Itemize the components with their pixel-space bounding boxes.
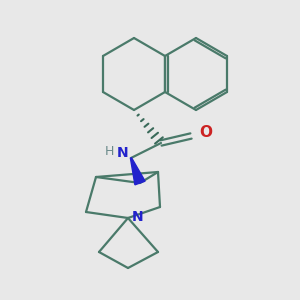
Text: O: O	[199, 125, 212, 140]
Text: N: N	[132, 210, 143, 224]
Text: H: H	[105, 145, 114, 158]
Polygon shape	[130, 158, 145, 185]
Text: N: N	[117, 146, 128, 160]
